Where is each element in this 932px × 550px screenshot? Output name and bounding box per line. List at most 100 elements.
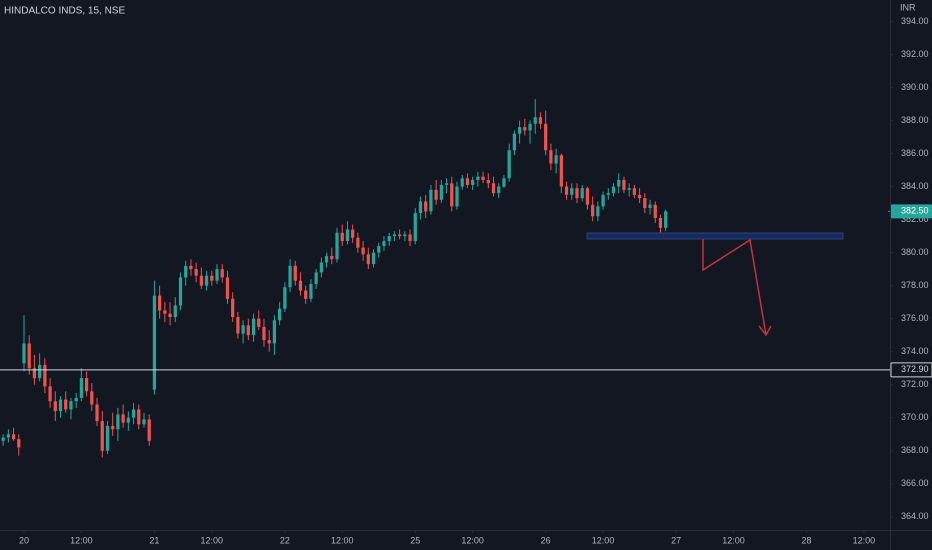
candle-body bbox=[549, 150, 553, 164]
candle-body bbox=[606, 193, 610, 195]
candle-body bbox=[491, 183, 496, 194]
candle-body bbox=[278, 308, 282, 321]
candle-body bbox=[497, 186, 501, 194]
candle-body bbox=[460, 178, 464, 187]
candle-body bbox=[199, 275, 203, 286]
candle-body bbox=[241, 325, 245, 334]
candle-body bbox=[58, 399, 63, 412]
support-zone bbox=[586, 232, 844, 240]
y-tick-label: 370.00 bbox=[901, 412, 929, 422]
x-tick-label: 12:00 bbox=[853, 535, 876, 545]
candle-body bbox=[95, 404, 99, 422]
horizontal-line-label-box bbox=[890, 362, 932, 378]
candle-body bbox=[444, 183, 449, 185]
candle-body bbox=[184, 265, 188, 278]
candle-body bbox=[356, 237, 360, 248]
x-tick-label: 12:00 bbox=[592, 535, 615, 545]
candle-body bbox=[231, 298, 235, 318]
candle-body bbox=[366, 254, 370, 265]
candle-body bbox=[262, 326, 266, 341]
candle-body bbox=[585, 188, 590, 205]
candle-body bbox=[397, 234, 402, 237]
candle-body bbox=[79, 378, 84, 398]
x-tick-label: 12:00 bbox=[722, 535, 745, 545]
y-tick-label: 390.00 bbox=[901, 82, 929, 92]
candle-body bbox=[465, 178, 470, 185]
y-tick-label: 366.00 bbox=[901, 478, 929, 488]
candle-body bbox=[319, 262, 323, 273]
candle-body bbox=[158, 295, 162, 311]
candle-body bbox=[622, 179, 626, 190]
candle-body bbox=[507, 150, 511, 179]
y-tick-label: 372.00 bbox=[901, 379, 929, 389]
candle-body bbox=[455, 186, 459, 207]
y-tick-label: 368.00 bbox=[901, 445, 929, 455]
candle-body bbox=[147, 419, 151, 441]
candle-body bbox=[204, 275, 209, 286]
candle-body bbox=[544, 123, 548, 151]
candle-body bbox=[90, 391, 94, 405]
candle-body bbox=[627, 188, 631, 190]
candle-body bbox=[116, 414, 120, 430]
y-tick-label: 386.00 bbox=[901, 148, 929, 158]
candle-body bbox=[168, 313, 172, 318]
candle-body bbox=[643, 198, 647, 209]
candle-body bbox=[502, 178, 506, 187]
candle-body bbox=[570, 188, 574, 195]
candle-body bbox=[38, 364, 42, 379]
candle-body bbox=[591, 204, 595, 217]
candle-body bbox=[486, 179, 490, 184]
y-tick-label: 380.00 bbox=[901, 247, 929, 257]
candle-body bbox=[121, 414, 125, 423]
candle-body bbox=[111, 425, 115, 430]
candle-body bbox=[517, 127, 522, 134]
chart-title: HINDALCO INDS, 15, NSE bbox=[4, 6, 125, 17]
candle-body bbox=[580, 188, 584, 199]
candle-body bbox=[392, 234, 397, 237]
candle-body bbox=[215, 269, 219, 281]
last-price-box bbox=[891, 204, 932, 219]
candle-body bbox=[64, 399, 68, 410]
candle-body bbox=[439, 184, 443, 200]
candle-body bbox=[178, 277, 183, 306]
candle-body bbox=[648, 204, 652, 209]
y-tick-label: 376.00 bbox=[901, 313, 929, 323]
candle-body bbox=[84, 378, 89, 392]
candle-body bbox=[105, 425, 110, 451]
candle-body bbox=[601, 194, 605, 207]
candle-body bbox=[387, 236, 391, 242]
x-tick-label: 26 bbox=[541, 535, 551, 545]
candle-body bbox=[653, 204, 657, 218]
candle-body bbox=[152, 295, 157, 390]
candle-body bbox=[53, 401, 57, 412]
candle-body bbox=[298, 280, 303, 291]
y-tick-label: 378.00 bbox=[901, 280, 929, 290]
candle-body bbox=[27, 343, 31, 369]
currency-label: INR bbox=[900, 2, 916, 12]
candle-body bbox=[246, 325, 250, 336]
candle-body bbox=[309, 283, 313, 299]
candle-body bbox=[194, 269, 198, 276]
x-tick-label: 12:00 bbox=[461, 535, 484, 545]
y-tick-label: 374.00 bbox=[901, 346, 929, 356]
candle-body bbox=[189, 265, 193, 270]
candle-body bbox=[476, 176, 480, 180]
x-tick-label: 28 bbox=[802, 535, 812, 545]
candle-body bbox=[611, 186, 616, 194]
candle-body bbox=[664, 211, 668, 228]
candle-body bbox=[330, 255, 334, 260]
candle-body bbox=[142, 419, 146, 425]
y-tick-label: 392.00 bbox=[901, 49, 929, 59]
candle-body bbox=[340, 232, 344, 242]
candle-body bbox=[335, 232, 339, 260]
candle-body bbox=[267, 340, 271, 344]
candle-body bbox=[596, 206, 600, 217]
x-tick-label: 12:00 bbox=[70, 535, 93, 545]
candle-body bbox=[434, 189, 438, 200]
y-tick-label: 388.00 bbox=[901, 115, 929, 125]
candle-body bbox=[283, 287, 287, 309]
candle-body bbox=[523, 127, 527, 131]
arrow-head bbox=[758, 325, 772, 337]
candle-body bbox=[22, 343, 26, 364]
y-tick-label: 384.00 bbox=[901, 181, 929, 191]
